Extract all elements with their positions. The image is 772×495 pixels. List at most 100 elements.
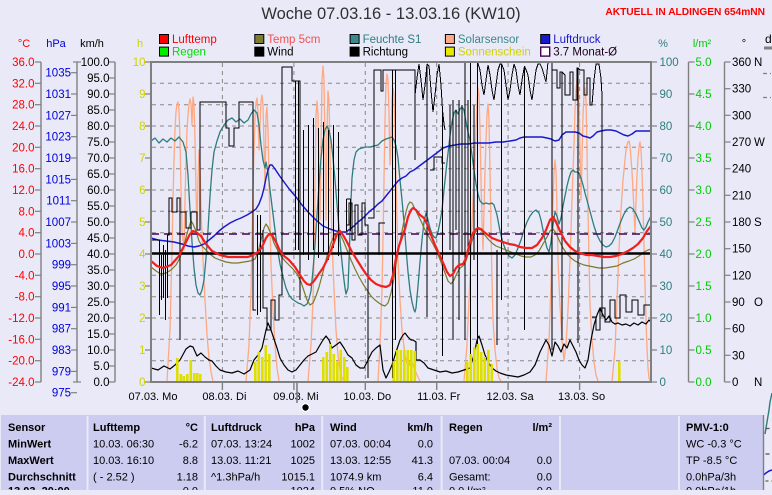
svg-text:TP -8.5 °C: TP -8.5 °C	[686, 455, 737, 467]
svg-text:0.5: 0.5	[696, 345, 712, 357]
svg-text:100: 100	[660, 57, 679, 69]
svg-text:h: h	[137, 38, 143, 50]
svg-text:10.03. 06:30: 10.03. 06:30	[93, 439, 154, 451]
svg-text:^1.3hPa/h: ^1.3hPa/h	[211, 472, 260, 484]
svg-text:-4.0: -4.0	[15, 270, 35, 282]
svg-text:50.0: 50.0	[87, 217, 109, 229]
svg-text:09.03. Mi: 09.03. Mi	[273, 391, 318, 403]
svg-text:0.0: 0.0	[696, 377, 712, 389]
svg-text:Woche 07.03.16 - 13.03.16 (KW1: Woche 07.03.16 - 13.03.16 (KW10)	[261, 5, 520, 23]
svg-text:45.0: 45.0	[87, 233, 109, 245]
svg-text:( - 2.52 ): ( - 2.52 )	[93, 472, 135, 484]
svg-text:07.03. Mo: 07.03. Mo	[129, 391, 178, 403]
svg-text:Regen: Regen	[449, 422, 483, 434]
svg-text:Regen: Regen	[172, 47, 206, 59]
svg-text:0.0: 0.0	[537, 455, 552, 467]
svg-text:995: 995	[52, 281, 71, 293]
svg-text:Solarsensor: Solarsensor	[458, 34, 520, 46]
svg-text:13.03. So: 13.03. So	[558, 391, 605, 403]
svg-text:30.0: 30.0	[87, 281, 109, 293]
svg-text:1007: 1007	[45, 217, 71, 229]
svg-text:Sonnenschein: Sonnenschein	[458, 47, 531, 59]
svg-text:25.0: 25.0	[87, 297, 109, 309]
svg-text:1024: 1024	[291, 486, 315, 491]
svg-text:-6.2: -6.2	[179, 439, 198, 451]
svg-text:08.03. Di: 08.03. Di	[202, 391, 246, 403]
svg-text:-16.0: -16.0	[8, 334, 34, 346]
svg-text:1027: 1027	[45, 110, 71, 122]
svg-text:O: O	[754, 297, 763, 309]
svg-text:210: 210	[732, 190, 751, 202]
svg-text:90.0: 90.0	[87, 89, 109, 101]
svg-text:8.8: 8.8	[183, 455, 198, 467]
svg-text:10.03. Do: 10.03. Do	[343, 391, 391, 403]
svg-text:35.0: 35.0	[87, 265, 109, 277]
svg-text:km/h: km/h	[80, 38, 104, 50]
svg-text:W: W	[754, 137, 765, 149]
svg-text:20: 20	[660, 313, 673, 325]
svg-text:Richtung: Richtung	[363, 47, 408, 59]
svg-text:983: 983	[52, 345, 71, 357]
svg-text:4.0: 4.0	[696, 121, 712, 133]
svg-text:3.5: 3.5	[696, 153, 712, 165]
svg-text:80.0: 80.0	[87, 121, 109, 133]
svg-text:90: 90	[660, 89, 673, 101]
svg-text:12.0: 12.0	[12, 185, 34, 197]
svg-text:0.0: 0.0	[537, 486, 552, 491]
svg-text:10.03. 16:10: 10.03. 16:10	[93, 455, 154, 467]
svg-text:0.0 l/m²: 0.0 l/m²	[449, 486, 486, 491]
svg-text:3.0: 3.0	[696, 185, 712, 197]
svg-text:1019: 1019	[45, 153, 71, 165]
svg-text:1.0: 1.0	[696, 313, 712, 325]
svg-text:4.5: 4.5	[696, 89, 712, 101]
svg-text:0: 0	[139, 377, 145, 389]
svg-text:70.0: 70.0	[87, 153, 109, 165]
svg-text:WC -0.3 °C: WC -0.3 °C	[686, 439, 742, 451]
svg-text:5.0: 5.0	[696, 57, 712, 69]
svg-text:1074.9 km: 1074.9 km	[330, 472, 381, 484]
svg-text:65.0: 65.0	[87, 169, 109, 181]
svg-text:1.18: 1.18	[177, 472, 198, 484]
svg-text:0: 0	[732, 377, 738, 389]
svg-text:270: 270	[732, 137, 751, 149]
svg-text:991: 991	[52, 302, 71, 314]
svg-text:95.0: 95.0	[87, 73, 109, 85]
svg-text:N: N	[754, 377, 762, 389]
svg-text:Gesamt:: Gesamt:	[449, 472, 491, 484]
svg-text:240: 240	[732, 164, 751, 176]
svg-text:41.3: 41.3	[412, 455, 433, 467]
svg-text:0.0hPa/1h: 0.0hPa/1h	[686, 486, 736, 491]
svg-text:55.0: 55.0	[87, 201, 109, 213]
svg-text:8: 8	[139, 121, 145, 133]
svg-text:85.0: 85.0	[87, 105, 109, 117]
svg-text:30: 30	[660, 281, 673, 293]
svg-text:40.0: 40.0	[87, 249, 109, 261]
svg-text:13.03. 11:21: 13.03. 11:21	[211, 455, 271, 467]
svg-text:Durchschnitt: Durchschnitt	[8, 472, 76, 484]
svg-text:MinWert: MinWert	[8, 439, 52, 451]
svg-text:l/m²: l/m²	[693, 38, 712, 50]
svg-text:150: 150	[732, 244, 751, 256]
svg-text:50: 50	[660, 217, 673, 229]
svg-text:MaxWert: MaxWert	[8, 455, 54, 467]
svg-text:Wind: Wind	[330, 422, 357, 434]
svg-text:28.0: 28.0	[12, 100, 34, 112]
svg-text:2: 2	[139, 313, 145, 325]
svg-text:PMV-1:0: PMV-1:0	[686, 422, 729, 434]
svg-text:Lufttemp: Lufttemp	[172, 34, 217, 46]
svg-text:1: 1	[139, 345, 145, 357]
svg-text:24.0: 24.0	[12, 121, 34, 133]
svg-text:-24.0: -24.0	[8, 377, 34, 389]
svg-text:13.03. 12:55: 13.03. 12:55	[330, 455, 391, 467]
svg-text:330: 330	[732, 84, 751, 96]
svg-text:979: 979	[52, 366, 71, 378]
svg-text:-12.0: -12.0	[8, 313, 34, 325]
svg-text:360: 360	[732, 57, 751, 69]
svg-text:0: 0	[660, 377, 666, 389]
svg-text:2.5: 2.5	[696, 217, 712, 229]
svg-text:20.0: 20.0	[87, 313, 109, 325]
svg-text:1031: 1031	[45, 89, 71, 101]
svg-text:15.0: 15.0	[87, 329, 109, 341]
svg-text:07.03. 13:24: 07.03. 13:24	[211, 439, 272, 451]
svg-text:d: d	[765, 32, 772, 46]
